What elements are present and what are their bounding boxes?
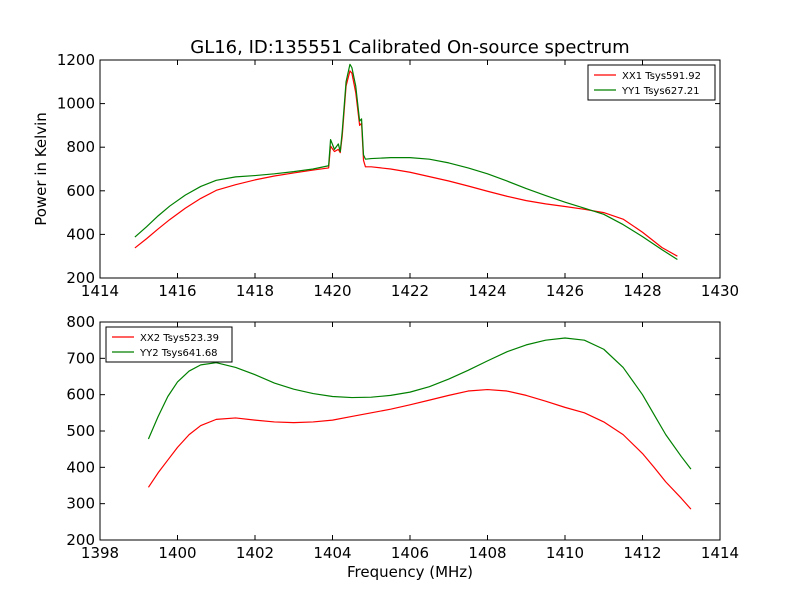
y-tick-label-p2-600: 600 <box>66 386 95 404</box>
x-tick-label-p2-1410: 1410 <box>546 544 584 562</box>
y-tick-label-p2-800: 800 <box>66 313 95 331</box>
x-tick-label-p2-1412: 1412 <box>623 544 661 562</box>
x-tick-label-p1-1424: 1424 <box>468 282 506 300</box>
series-line-yy1-tsys627-21 <box>134 63 678 260</box>
figure-title: GL16, ID:135551 Calibrated On-source spe… <box>190 37 629 58</box>
x-axis-label-bottom: Frequency (MHz) <box>347 563 473 581</box>
x-tick-label-p2-1406: 1406 <box>391 544 429 562</box>
legend-p2: XX2 Tsys523.39 YY2 Tsys641.68 <box>105 326 233 363</box>
y-tick-label-p2-300: 300 <box>66 495 95 513</box>
legend-label-yy2-tsys641-68: YY2 Tsys641.68 <box>139 348 218 359</box>
x-tick-label-p2-1408: 1408 <box>468 544 506 562</box>
y-tick-label-p2-400: 400 <box>66 458 95 476</box>
legend-p1: XX1 Tsys591.92 YY1 Tsys627.21 <box>587 64 716 101</box>
y-tick-label-p1-600: 600 <box>66 182 95 200</box>
y-axis-label-top: Power in Kelvin <box>32 112 50 226</box>
y-tick-label-p2-200: 200 <box>66 531 95 549</box>
x-tick-label-p2-1404: 1404 <box>313 544 351 562</box>
legend-label-xx1-tsys591-92: XX1 Tsys591.92 <box>622 71 701 82</box>
x-tick-label-p1-1414: 1414 <box>81 282 119 300</box>
y-tick-label-p1-200: 200 <box>66 269 95 287</box>
x-tick-label-p2-1398: 1398 <box>81 544 119 562</box>
y-tick-label-p1-1200: 1200 <box>57 51 95 69</box>
legend-label-xx2-tsys523-39: XX2 Tsys523.39 <box>140 333 219 344</box>
series-line-yy2-tsys641-68 <box>147 337 692 470</box>
x-tick-label-p1-1418: 1418 <box>236 282 274 300</box>
series-line-xx1-tsys591-92 <box>134 70 678 257</box>
y-tick-label-p1-1000: 1000 <box>57 95 95 113</box>
x-tick-label-p2-1400: 1400 <box>158 544 196 562</box>
x-tick-label-p1-1430: 1430 <box>701 282 739 300</box>
x-tick-label-p1-1420: 1420 <box>313 282 351 300</box>
x-tick-label-p1-1428: 1428 <box>623 282 661 300</box>
y-tick-label-p1-400: 400 <box>66 225 95 243</box>
y-tick-label-p1-800: 800 <box>66 138 95 156</box>
series-line-xx2-tsys523-39 <box>147 388 692 510</box>
legend-box-p2 <box>105 326 233 363</box>
top-panel: 1414 1416 1418 1420 1422 1424 1426 1428 1430 200 4… <box>57 51 739 300</box>
bottom-panel: 1398 1400 1402 1404 1406 1408 1410 1412 1414 200 3… <box>66 313 739 562</box>
x-tick-label-p1-1422: 1422 <box>391 282 429 300</box>
legend-box-p1 <box>587 64 716 101</box>
y-tick-label-p2-500: 500 <box>66 422 95 440</box>
x-tick-label-p1-1426: 1426 <box>546 282 584 300</box>
x-tick-label-p1-1416: 1416 <box>158 282 196 300</box>
x-tick-label-p2-1414: 1414 <box>701 544 739 562</box>
y-tick-label-p2-700: 700 <box>66 349 95 367</box>
legend-label-yy1-tsys627-21: YY1 Tsys627.21 <box>621 86 700 97</box>
x-tick-label-p2-1402: 1402 <box>236 544 274 562</box>
